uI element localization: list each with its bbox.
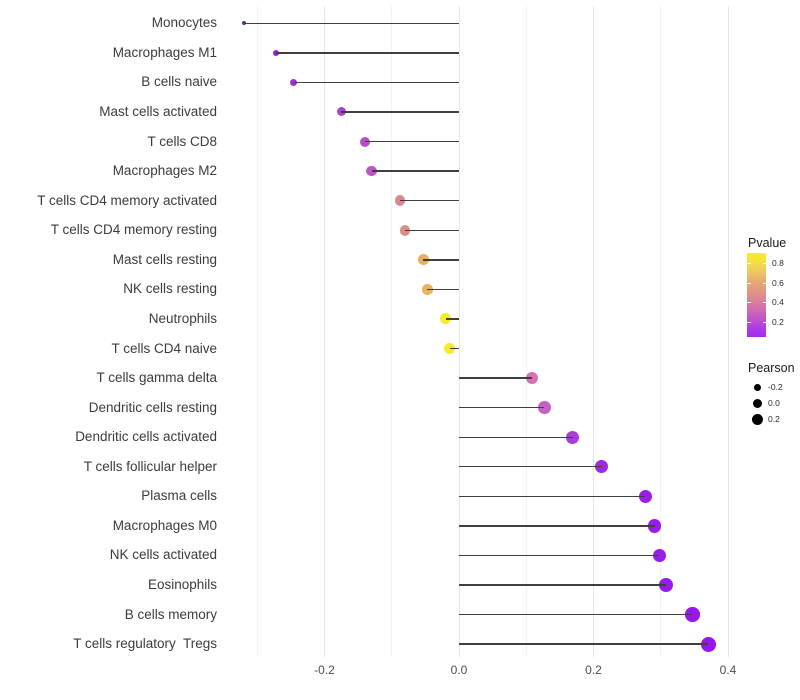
gridline-major: [324, 6, 325, 657]
category-label: T cells CD4 naive: [111, 340, 217, 356]
data-point: [421, 283, 433, 295]
gridline-major: [727, 6, 729, 657]
lollipop-segment: [293, 81, 459, 84]
x-axis-tick-label: 0.4: [719, 663, 737, 677]
category-label: Dendritic cells resting: [88, 399, 217, 415]
lollipop-segment: [405, 229, 459, 231]
lollipop-segment: [244, 22, 459, 24]
legend-pvalue: Pvalue 0.8 0.6 0.4 0.2: [745, 236, 800, 346]
pvalue-tick-mark: [762, 263, 766, 264]
pvalue-tick-mark: [747, 302, 751, 303]
category-label: NK cells resting: [123, 281, 217, 297]
lollipop-segment: [341, 111, 459, 113]
legend-pvalue-title: Pvalue: [748, 236, 787, 250]
category-label: Plasma cells: [141, 488, 217, 504]
pvalue-tick-label: 0.4: [772, 297, 784, 307]
category-label: Dendritic cells activated: [75, 429, 217, 445]
pvalue-gradient-bar: [747, 253, 766, 337]
lollipop-segment: [364, 140, 459, 143]
category-label: T cells CD8: [147, 133, 217, 149]
lollipop-segment: [371, 170, 459, 172]
x-axis-tick-label: 0.2: [585, 663, 602, 677]
lollipop-segment: [459, 525, 655, 527]
category-label: T cells CD4 memory activated: [37, 192, 217, 208]
pearson-legend-label: -0.2: [768, 382, 783, 392]
pvalue-tick-mark: [762, 302, 766, 303]
pvalue-tick-label: 0.8: [772, 258, 784, 268]
lollipop-segment: [459, 377, 532, 379]
lollipop-segment: [459, 436, 573, 438]
category-label: T cells follicular helper: [83, 458, 217, 474]
data-point: [700, 636, 716, 652]
pearson-legend-label: 0.0: [768, 398, 780, 408]
gridline-minor: [660, 6, 662, 657]
category-label: NK cells activated: [109, 547, 217, 563]
lollipop-segment: [459, 554, 660, 557]
data-point: [685, 607, 700, 622]
data-point: [538, 401, 551, 414]
category-label: B cells naive: [141, 74, 217, 90]
pvalue-tick-mark: [747, 321, 751, 323]
category-label: Neutrophils: [148, 310, 217, 326]
pearson-legend-dot: [753, 383, 761, 391]
data-point: [659, 578, 674, 593]
legend-pearson: Pearson -0.2 0.0 0.2: [745, 361, 800, 431]
pvalue-tick-mark: [762, 282, 766, 284]
lollipop-segment: [423, 259, 459, 261]
gridline-minor: [391, 6, 393, 657]
lollipop-segment: [449, 347, 459, 350]
data-point: [652, 548, 667, 563]
pvalue-tick-mark: [747, 263, 751, 264]
category-label: T cells gamma delta: [96, 370, 217, 386]
data-point: [566, 430, 580, 444]
category-label: Macrophages M0: [112, 517, 217, 533]
lollipop-segment: [459, 613, 693, 616]
lollipop-segment: [459, 643, 709, 645]
pvalue-tick-label: 0.6: [772, 277, 784, 288]
pvalue-tick-mark: [747, 282, 751, 284]
lollipop-segment: [459, 406, 545, 409]
category-label: Mast cells resting: [112, 251, 217, 267]
category-label: B cells memory: [124, 606, 217, 622]
pearson-legend-dot: [752, 398, 762, 408]
x-axis-tick-label: -0.2: [314, 663, 335, 677]
lollipop-segment: [276, 52, 459, 54]
pvalue-tick-label: 0.2: [772, 316, 784, 327]
gridline-major: [593, 6, 594, 657]
category-label: Monocytes: [151, 15, 217, 31]
lollipop-segment: [445, 318, 459, 320]
pearson-legend-dot: [751, 413, 763, 425]
category-label: T cells CD4 memory resting: [50, 222, 217, 238]
lollipop-segment: [427, 288, 459, 291]
category-label: T cells regulatory Tregs: [73, 636, 217, 652]
gridline-minor: [256, 6, 258, 657]
category-label: Macrophages M2: [112, 163, 217, 179]
data-point: [647, 519, 662, 533]
lollipop-segment: [459, 495, 646, 498]
lollipop-segment: [459, 584, 667, 586]
data-point: [525, 372, 538, 385]
gridline-minor: [525, 6, 527, 657]
gridline-major: [458, 6, 460, 657]
lollipop-segment: [459, 466, 602, 468]
data-point: [394, 195, 405, 206]
x-axis-tick-label: 0.0: [450, 663, 468, 677]
category-label: Mast cells activated: [99, 103, 217, 119]
pearson-legend-label: 0.2: [768, 414, 780, 424]
category-label: Eosinophils: [147, 577, 217, 593]
pvalue-tick-mark: [762, 321, 766, 323]
lollipop-segment: [399, 199, 459, 202]
legend-pearson-title: Pearson: [748, 361, 795, 375]
category-label: Macrophages M1: [112, 44, 217, 60]
